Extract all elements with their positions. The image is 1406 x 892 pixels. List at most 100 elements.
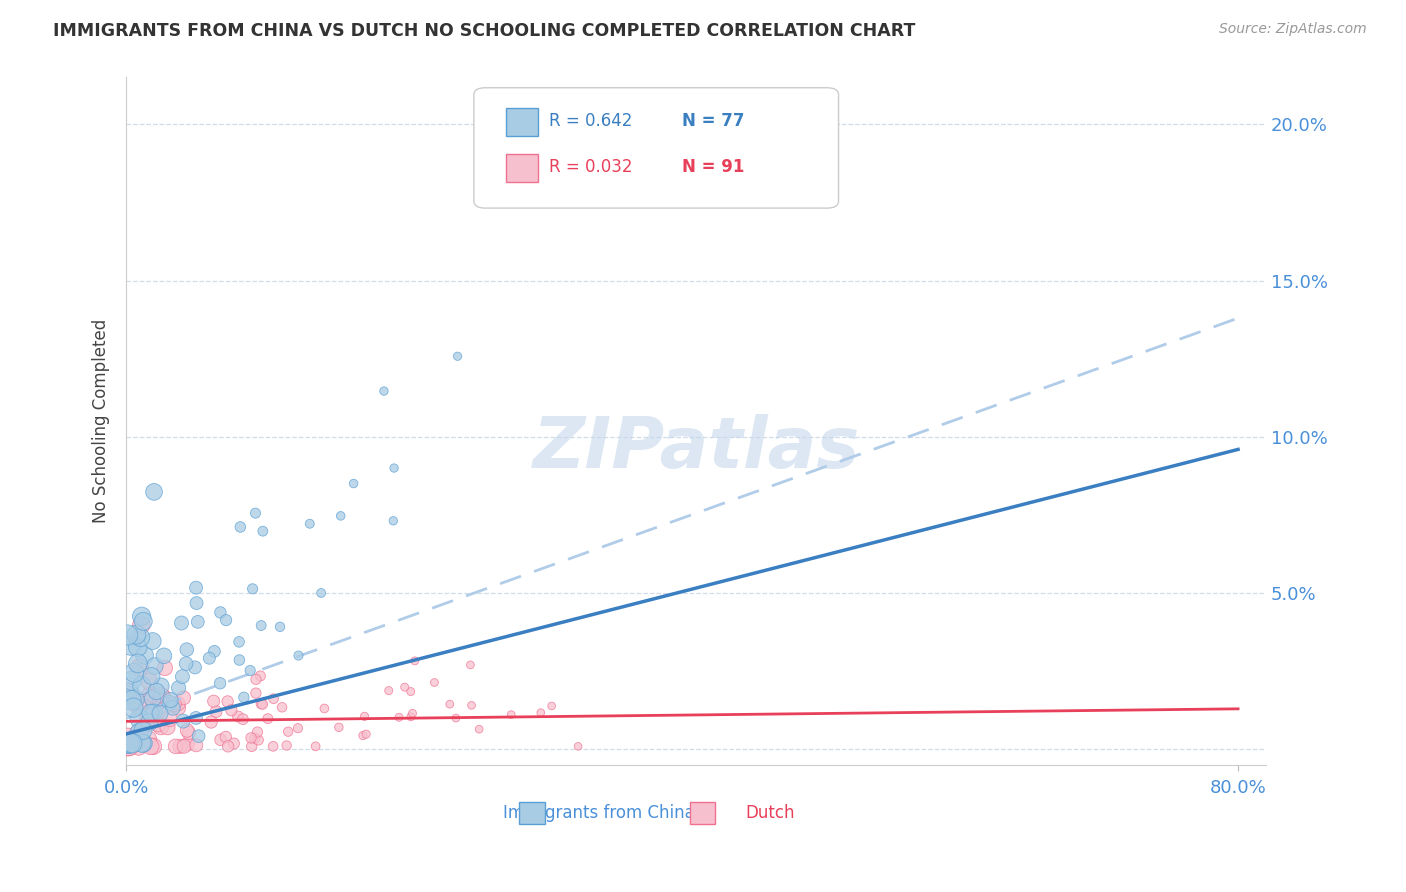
Point	[148, 700, 170, 714]
Point	[228, 635, 250, 649]
Point	[250, 618, 273, 632]
Point	[243, 731, 266, 745]
Text: ZIPatlas: ZIPatlas	[533, 414, 860, 483]
Point	[221, 703, 243, 717]
Point	[120, 693, 142, 707]
Point	[141, 669, 163, 683]
Point	[394, 680, 416, 694]
Point	[240, 731, 263, 745]
Point	[138, 732, 160, 747]
Point	[245, 673, 267, 687]
Point	[229, 520, 252, 534]
Point	[127, 657, 149, 671]
Point	[156, 720, 179, 734]
Point	[169, 739, 191, 754]
Point	[131, 678, 153, 692]
Text: N = 91: N = 91	[682, 158, 745, 176]
Point	[401, 706, 423, 721]
Point	[145, 684, 167, 698]
Point	[202, 644, 225, 658]
Point	[239, 664, 262, 678]
Point	[209, 606, 232, 620]
Point	[141, 691, 163, 706]
Point	[150, 688, 173, 702]
Point	[138, 674, 160, 689]
Point	[232, 712, 254, 726]
Point	[187, 615, 209, 629]
Point	[125, 628, 148, 642]
Point	[209, 676, 232, 690]
Point	[187, 729, 209, 743]
Point	[342, 476, 364, 491]
Point	[117, 739, 139, 754]
Point	[159, 693, 181, 707]
Point	[186, 596, 208, 610]
Point	[581, 195, 603, 210]
Point	[117, 628, 139, 642]
Point	[118, 686, 141, 700]
Point	[146, 717, 169, 731]
Point	[163, 698, 186, 712]
Point	[271, 700, 294, 714]
Point	[118, 739, 141, 754]
FancyBboxPatch shape	[474, 87, 838, 208]
Point	[298, 516, 321, 531]
Point	[118, 736, 141, 750]
Point	[121, 736, 143, 750]
Point	[423, 675, 446, 690]
Point	[373, 384, 395, 398]
Point	[215, 730, 238, 744]
Point	[138, 715, 160, 730]
Point	[118, 736, 141, 750]
Point	[176, 723, 198, 738]
Point	[136, 709, 159, 723]
Point	[120, 639, 142, 653]
Point	[245, 506, 267, 520]
Point	[122, 700, 145, 714]
Point	[186, 738, 208, 752]
Point	[172, 714, 194, 728]
Point	[287, 648, 309, 663]
Point	[177, 726, 200, 740]
Text: Dutch: Dutch	[745, 805, 794, 822]
Point	[252, 698, 274, 712]
Point	[128, 726, 150, 740]
Point	[269, 620, 291, 634]
Point	[152, 690, 174, 705]
Point	[142, 692, 165, 706]
Point	[131, 736, 153, 750]
Point	[121, 736, 143, 750]
Point	[209, 732, 232, 747]
Point	[159, 712, 181, 726]
Point	[128, 725, 150, 739]
Point	[159, 696, 181, 710]
Point	[142, 739, 165, 754]
Point	[143, 659, 166, 673]
Point	[399, 710, 422, 724]
Point	[257, 712, 280, 726]
Point	[184, 711, 207, 725]
Point	[117, 736, 139, 750]
Point	[202, 694, 225, 708]
Point	[354, 727, 377, 741]
Point	[167, 681, 190, 695]
Point	[150, 679, 173, 693]
Point	[139, 739, 162, 754]
Point	[277, 724, 299, 739]
Point	[172, 670, 194, 684]
Point	[404, 654, 426, 668]
Point	[352, 729, 374, 743]
Point	[132, 736, 155, 750]
Point	[174, 657, 197, 671]
Point	[540, 698, 562, 713]
Point	[132, 723, 155, 738]
Point	[121, 673, 143, 688]
Point	[388, 710, 411, 724]
Point	[245, 686, 267, 700]
Point	[446, 349, 468, 363]
Point	[530, 706, 553, 720]
Point	[217, 739, 239, 754]
Text: IMMIGRANTS FROM CHINA VS DUTCH NO SCHOOLING COMPLETED CORRELATION CHART: IMMIGRANTS FROM CHINA VS DUTCH NO SCHOOL…	[53, 22, 915, 40]
Point	[117, 685, 139, 699]
Point	[377, 683, 399, 698]
